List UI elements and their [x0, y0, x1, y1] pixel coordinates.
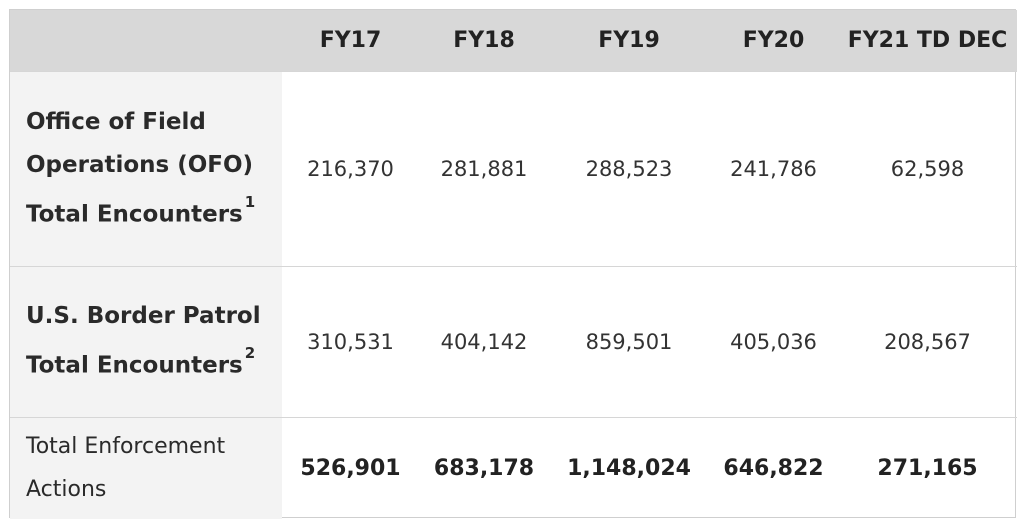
footnote-marker: 2	[244, 344, 256, 363]
table-row-total: Total Enforcement Actions 526,901 683,17…	[10, 416, 1017, 519]
table-row-ofo: Office of Field Operations (OFO) Total E…	[10, 70, 1017, 266]
table-cell: 216,370	[282, 70, 419, 266]
table-cell: 271,165	[838, 416, 1017, 519]
table-cell: 1,148,024	[549, 416, 709, 519]
header-blank-cell	[10, 10, 282, 71]
table-cell: 526,901	[282, 416, 419, 519]
row-label-ofo: Office of Field Operations (OFO) Total E…	[10, 70, 282, 266]
row-label-total: Total Enforcement Actions	[10, 416, 282, 519]
table-cell: 404,142	[419, 265, 549, 417]
row-label-border-patrol: U.S. Border Patrol Total Encounters 2	[10, 265, 282, 417]
row-label-text: U.S. Border Patrol Total Encounters	[26, 303, 261, 379]
header-row: FY17 FY18 FY19 FY20 FY21 TD DEC	[10, 10, 1017, 71]
table-row-border-patrol: U.S. Border Patrol Total Encounters 2 310…	[10, 265, 1017, 417]
table-header: FY17 FY18 FY19 FY20 FY21 TD DEC	[10, 10, 1017, 71]
table-body: Office of Field Operations (OFO) Total E…	[10, 70, 1017, 519]
table-cell: 208,567	[838, 265, 1017, 417]
table-cell: 288,523	[549, 70, 709, 266]
table-cell: 405,036	[709, 265, 838, 417]
footnote-marker: 1	[244, 192, 256, 211]
table-cell: 62,598	[838, 70, 1017, 266]
table-cell: 646,822	[709, 416, 838, 519]
column-header-fy18: FY18	[453, 27, 515, 53]
encounters-table: FY17 FY18 FY19 FY20 FY21 TD DEC Office o…	[10, 10, 1017, 519]
encounters-table-frame: FY17 FY18 FY19 FY20 FY21 TD DEC Office o…	[9, 9, 1017, 519]
column-header-fy17: FY17	[319, 27, 382, 53]
table-cell: 241,786	[709, 70, 838, 266]
column-header-fy19: FY19	[598, 27, 660, 53]
column-header-fy20: FY20	[742, 27, 805, 53]
table-cell: 310,531	[282, 265, 419, 417]
row-label-text: Office of Field Operations (OFO) Total E…	[26, 108, 254, 228]
row-label-text: Total Enforcement Actions	[26, 434, 226, 503]
table-cell: 859,501	[549, 265, 709, 417]
column-header-fy21: FY21 TD DEC	[847, 27, 1008, 53]
table-cell: 281,881	[419, 70, 549, 266]
table-cell: 683,178	[419, 416, 549, 519]
